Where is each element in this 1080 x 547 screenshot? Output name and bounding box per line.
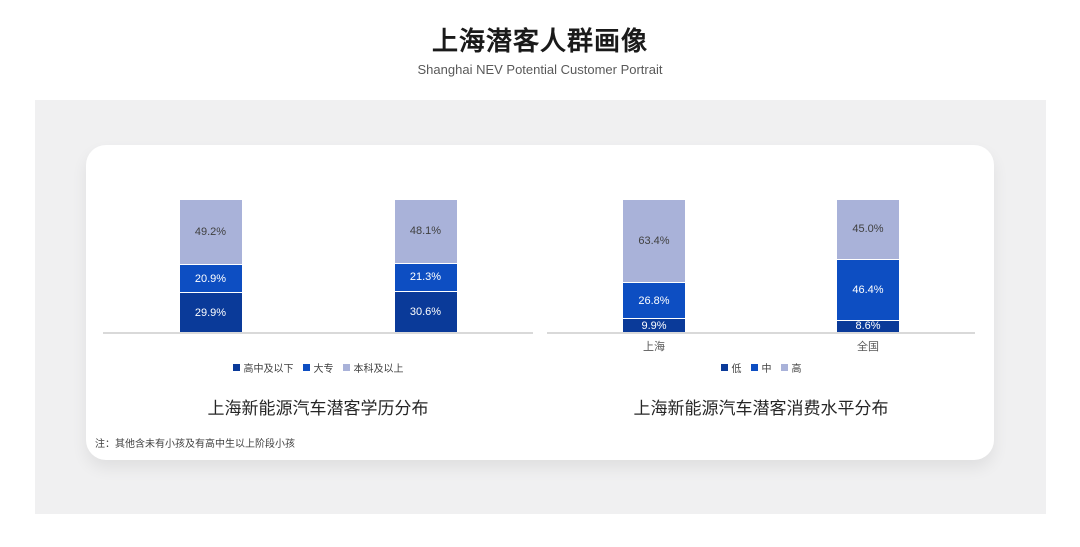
legend-label: 高中及以下 (243, 364, 294, 375)
bar-group: 30.6% 21.3% 48.1% (318, 200, 533, 332)
segment-value-label: 21.3% (409, 271, 442, 284)
page-header: 上海潜客人群画像 Shanghai NEV Potential Customer… (0, 24, 1080, 77)
chart-education-distribution: 29.9% 20.9% 49.2% 30.6% 21.3% 48.1% 高中及以下 大专 本科及… (103, 145, 533, 419)
segment-value-label: 9.9% (641, 319, 667, 332)
bar-segment-中: 46.4% (837, 259, 899, 320)
segment-value-label: 29.9% (194, 306, 227, 319)
legend-item: 本科及以上 (342, 360, 404, 375)
category-label (103, 338, 318, 353)
category-label (318, 338, 533, 353)
segment-value-label: 30.6% (409, 306, 442, 319)
category-axis (103, 338, 533, 353)
segment-value-label: 45.0% (852, 223, 884, 236)
legend-item: 高 (780, 360, 802, 375)
legend-item: 低 (720, 360, 742, 375)
segment-value-label: 63.4% (638, 235, 670, 248)
bar-segment-高中及以下: 30.6% (394, 292, 457, 332)
legend-marker-icon (232, 364, 240, 371)
legend-label: 高 (791, 364, 802, 375)
category-label: 全国 (857, 341, 879, 353)
legend-marker-icon (720, 364, 728, 371)
legend-marker-icon (342, 364, 350, 371)
plot-area: 29.9% 20.9% 49.2% 30.6% 21.3% 48.1% (103, 199, 533, 334)
bar-segment-高: 45.0% (837, 200, 899, 259)
stacked-bar: 9.9% 26.8% 63.4% (623, 199, 685, 332)
legend-label: 低 (731, 364, 742, 375)
stacked-bar: 29.9% 20.9% 49.2% (179, 199, 242, 332)
category-label: 上海 (643, 341, 665, 353)
bar-segment-中: 26.8% (623, 283, 685, 319)
legend-marker-icon (780, 364, 788, 371)
bar-segment-大专: 20.9% (179, 264, 242, 293)
bar-segment-本科及以上: 49.2% (179, 199, 242, 264)
footnote: 注：其他含未有小孩及有高中生以上阶段小孩 (95, 439, 295, 450)
segment-value-label: 48.1% (409, 225, 442, 238)
stacked-bar: 8.6% 46.4% 45.0% (837, 200, 899, 332)
legend-item: 中 (750, 360, 772, 375)
chart-consumption-distribution: 9.9% 26.8% 63.4% 8.6% 46.4% 45.0% 上海 全国低 中 高上海新能源… (547, 145, 975, 419)
page-subtitle: Shanghai NEV Potential Customer Portrait (417, 62, 663, 77)
legend-marker-icon (302, 364, 310, 371)
legend-item: 大专 (302, 360, 334, 375)
legend-label: 大专 (313, 364, 334, 375)
bar-segment-高中及以下: 29.9% (179, 293, 242, 332)
stacked-bar: 30.6% 21.3% 48.1% (394, 200, 457, 332)
chart-title: 上海新能源汽车潜客消费水平分布 (633, 399, 889, 418)
bar-segment-本科及以上: 48.1% (394, 200, 457, 263)
legend-label: 中 (761, 364, 772, 375)
legend: 高中及以下 大专 本科及以上 (103, 360, 533, 375)
chart-card: 29.9% 20.9% 49.2% 30.6% 21.3% 48.1% 高中及以下 大专 本科及… (86, 145, 994, 460)
legend-marker-icon (750, 364, 758, 371)
bar-group: 29.9% 20.9% 49.2% (103, 199, 318, 332)
segment-value-label: 20.9% (194, 272, 227, 285)
page-title: 上海潜客人群画像 (431, 26, 648, 56)
chart-title: 上海新能源汽车潜客学历分布 (207, 399, 429, 418)
bar-segment-低: 8.6% (837, 320, 899, 333)
bar-segment-大专: 21.3% (394, 263, 457, 292)
legend-label: 本科及以上 (353, 364, 404, 375)
background-band: 29.9% 20.9% 49.2% 30.6% 21.3% 48.1% 高中及以下 大专 本科及… (35, 100, 1046, 514)
legend-item: 高中及以下 (232, 360, 294, 375)
bar-segment-低: 9.9% (623, 319, 685, 332)
segment-value-label: 26.8% (638, 294, 670, 307)
plot-area: 9.9% 26.8% 63.4% 8.6% 46.4% 45.0% (547, 199, 975, 334)
bar-group: 8.6% 46.4% 45.0% (761, 200, 975, 332)
segment-value-label: 46.4% (852, 283, 884, 296)
segment-value-label: 49.2% (194, 225, 227, 238)
legend: 低中高 (547, 360, 975, 375)
bar-segment-高: 63.4% (623, 199, 685, 283)
segment-value-label: 8.6% (855, 320, 881, 333)
bar-group: 9.9% 26.8% 63.4% (547, 199, 761, 332)
category-axis: 上海 全国 (547, 338, 975, 353)
